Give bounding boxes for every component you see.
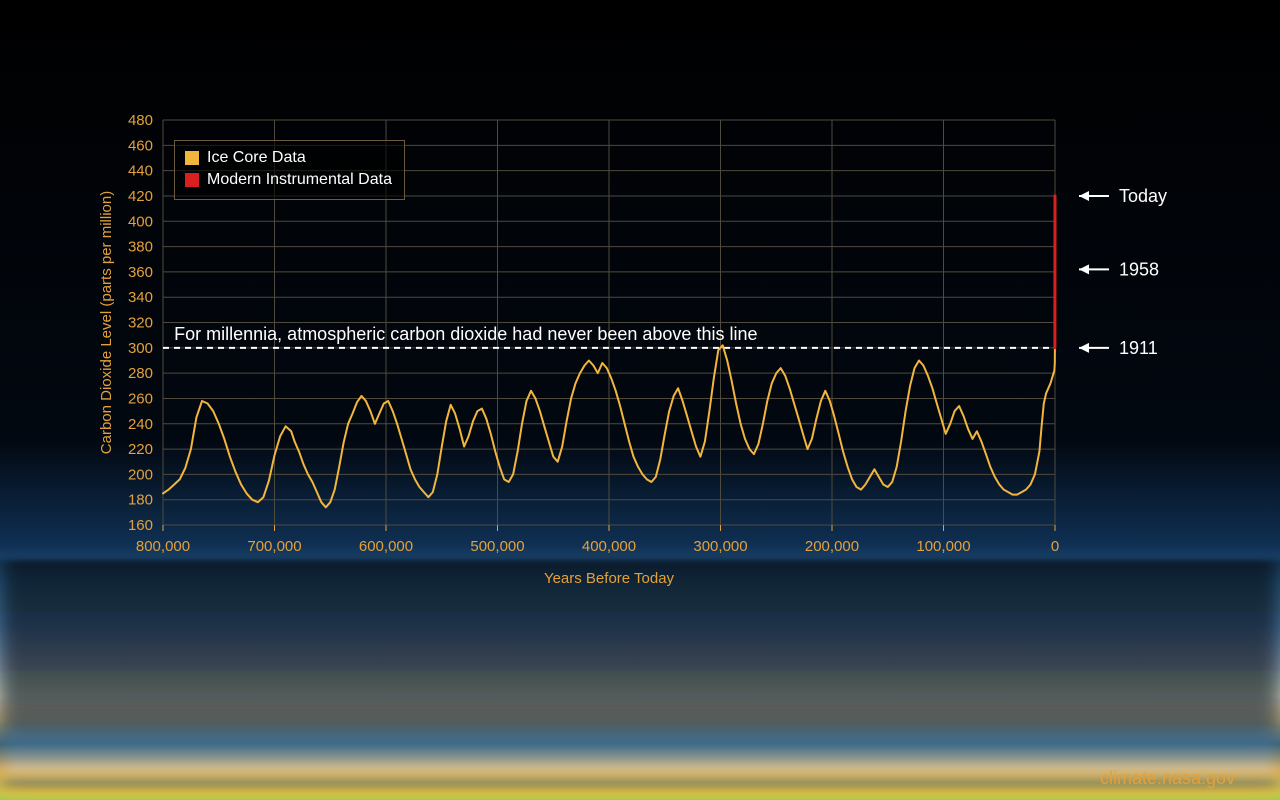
x-axis-label: Years Before Today [544, 570, 675, 587]
legend-label: Ice Core Data [207, 147, 306, 169]
legend-label: Modern Instrumental Data [207, 169, 392, 191]
legend-swatch [185, 173, 199, 187]
y-tick-label: 380 [128, 239, 153, 256]
x-tick-label: 400,000 [582, 538, 636, 555]
y-tick-label: 420 [128, 188, 153, 205]
y-tick-label: 340 [128, 289, 153, 306]
y-tick-label: 400 [128, 213, 153, 230]
y-tick-label: 360 [128, 264, 153, 281]
y-tick-label: 280 [128, 365, 153, 382]
x-axis: 800,000 700,000 600,000 500,000 400,000 300,0… [136, 525, 1059, 555]
y-tick-label: 320 [128, 315, 153, 332]
x-tick-label: 0 [1051, 538, 1059, 555]
y-tick-label: 440 [128, 163, 153, 180]
y-tick-label: 300 [128, 340, 153, 357]
x-tick-label: 800,000 [136, 538, 190, 555]
legend: Ice Core DataModern Instrumental Data [174, 140, 405, 200]
y-tick-label: 460 [128, 137, 153, 154]
marker-1958: 1958 [1119, 259, 1159, 279]
x-tick-label: 600,000 [359, 538, 413, 555]
y-tick-label: 220 [128, 441, 153, 458]
y-axis-label: Carbon Dioxide Level (parts per million) [98, 191, 115, 454]
x-tick-label: 200,000 [805, 538, 859, 555]
marker-today: Today [1119, 186, 1167, 206]
y-axis: 160 180 200 220 240 260 280 300 320 340 360 380 400 4… [128, 112, 153, 534]
x-tick-label: 100,000 [916, 538, 970, 555]
y-tick-label: 480 [128, 112, 153, 129]
marker-1911: 1911 [1119, 338, 1158, 358]
x-tick-label: 500,000 [470, 538, 524, 555]
y-tick-label: 240 [128, 416, 153, 433]
co2-chart: 160 180 200 220 240 260 280 300 320 340 360 380 400 4… [0, 0, 1280, 800]
y-tick-label: 180 [128, 492, 153, 509]
credit-text: climate.nasa.gov [1100, 768, 1235, 789]
side-markers: Today 1958 1911 [1079, 186, 1167, 358]
y-tick-label: 160 [128, 517, 153, 534]
legend-item: Modern Instrumental Data [185, 169, 392, 191]
threshold-annotation: For millennia, atmospheric carbon dioxid… [174, 324, 757, 344]
x-tick-label: 700,000 [247, 538, 301, 555]
legend-item: Ice Core Data [185, 147, 392, 169]
chart-stage: 160 180 200 220 240 260 280 300 320 340 360 380 400 4… [0, 0, 1280, 800]
legend-swatch [185, 151, 199, 165]
y-tick-label: 200 [128, 466, 153, 483]
y-tick-label: 260 [128, 390, 153, 407]
x-tick-label: 300,000 [693, 538, 747, 555]
